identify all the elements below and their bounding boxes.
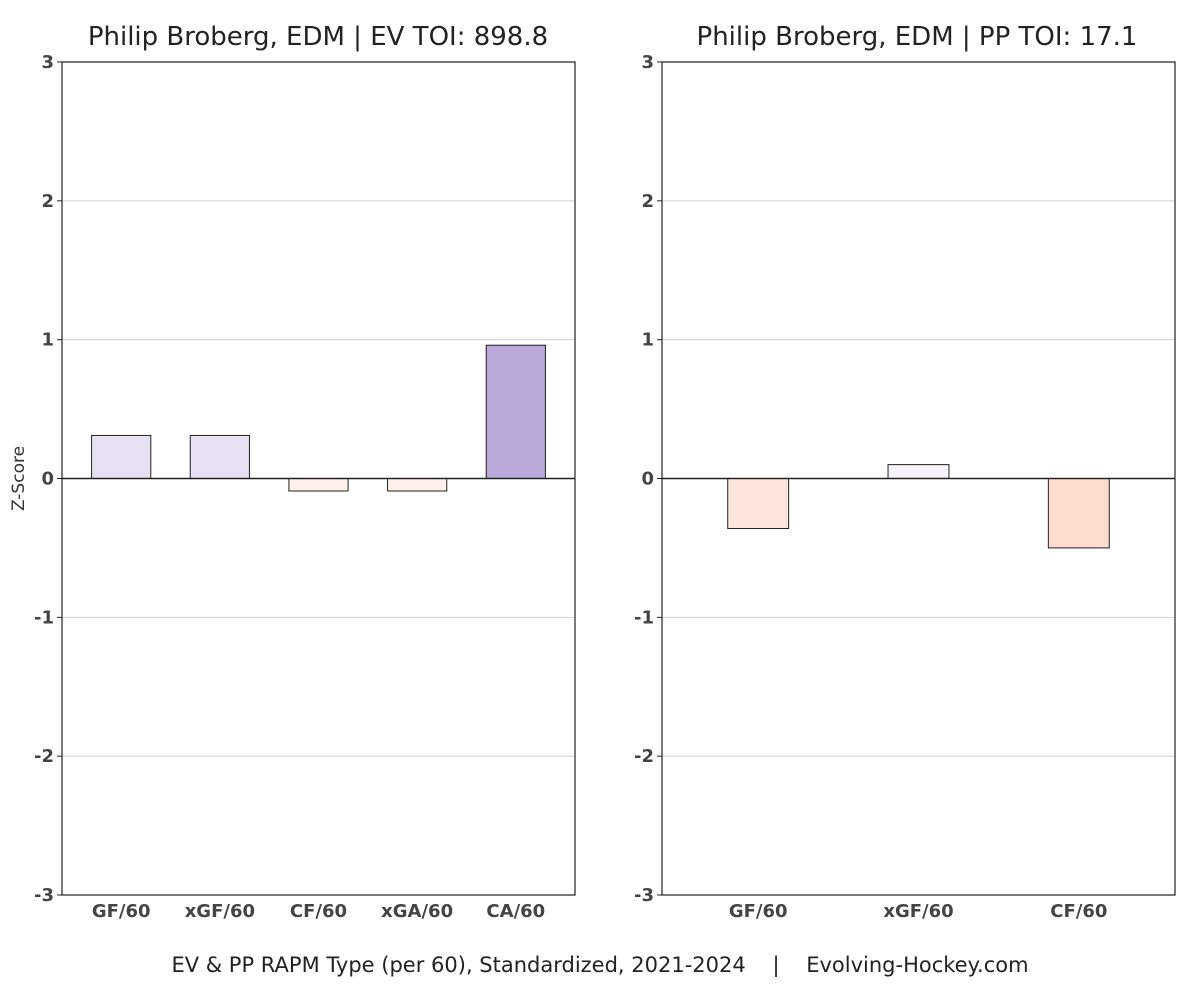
y-tick-label: 0 bbox=[41, 469, 54, 490]
x-tick-label: GF/60 bbox=[92, 901, 151, 922]
x-tick-label: xGF/60 bbox=[185, 901, 255, 922]
bar-cf-per-60 bbox=[288, 478, 349, 492]
y-tick-label: -1 bbox=[634, 607, 654, 628]
y-tick-label: 3 bbox=[41, 52, 54, 73]
x-tick-label: xGA/60 bbox=[381, 901, 453, 922]
x-tick-label: GF/60 bbox=[729, 901, 788, 922]
y-tick-label: -2 bbox=[34, 746, 54, 767]
pp-rapm-panel: -3 -2 -1 0 1 2 3 GF/60 xGF/60 CF/60 Philip Broberg… bbox=[634, 22, 1176, 922]
bar-ca-per-60 bbox=[485, 344, 546, 479]
y-tick-label: -3 bbox=[34, 885, 54, 906]
x-tick-label: CF/60 bbox=[1050, 901, 1107, 922]
y-tick-label: -3 bbox=[634, 885, 654, 906]
y-tick-label: -1 bbox=[34, 607, 54, 628]
x-tick-label: CF/60 bbox=[290, 901, 347, 922]
y-tick-label: 2 bbox=[641, 191, 654, 212]
chart-title: Philip Broberg, EDM | PP TOI: 17.1 bbox=[697, 22, 1138, 52]
bar-cf-per-60 bbox=[1047, 478, 1110, 549]
y-tick-label: 1 bbox=[41, 330, 54, 351]
bar-xga-per-60 bbox=[387, 478, 448, 492]
y-tick-label: 1 bbox=[641, 330, 654, 351]
bar-gf-per-60 bbox=[91, 434, 152, 480]
y-tick-label: 3 bbox=[641, 52, 654, 73]
x-tick-label: xGF/60 bbox=[883, 901, 953, 922]
y-tick-label: 2 bbox=[41, 191, 54, 212]
y-tick-label: -2 bbox=[634, 746, 654, 767]
bar-gf-per-60 bbox=[727, 478, 790, 529]
bar-xgf-per-60 bbox=[887, 464, 950, 480]
y-tick-label: 0 bbox=[641, 469, 654, 490]
y-axis-label: Z-Score bbox=[9, 446, 29, 511]
chart-title: Philip Broberg, EDM | EV TOI: 898.8 bbox=[88, 22, 548, 52]
x-tick-label: CA/60 bbox=[486, 901, 545, 922]
bar-xgf-per-60 bbox=[189, 434, 250, 480]
ev-rapm-panel: -3 -2 -1 0 1 2 3 GF/60 xGF/60 CF/60 xGA/60 CA/60 Phi… bbox=[9, 22, 576, 922]
figure-caption: EV & PP RAPM Type (per 60), Standardized… bbox=[171, 953, 1028, 978]
